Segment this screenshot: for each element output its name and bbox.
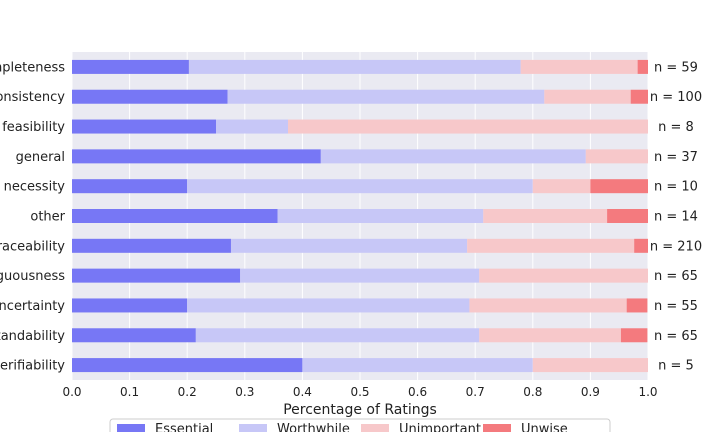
bar-segment-essential [72,268,241,283]
category-label: uncertainty [0,299,65,314]
bar-segment-essential [72,149,321,164]
bar-segment-worthwhile [188,59,521,74]
bar-segment-unimportant [544,89,631,104]
category-labels: completeness consistency feasibility genera… [0,60,66,373]
count-label: n = 5 [658,359,694,374]
legend-label: Unimportant [399,422,481,432]
bar-segment-essential [72,238,231,253]
x-tick-label: 0.9 [581,385,600,399]
bar-segment-essential [72,358,303,373]
count-label: n = 37 [654,150,698,165]
x-tick-label: 0.3 [235,385,254,399]
category-label: verifiability [0,359,65,374]
count-label: n = 59 [654,60,698,75]
bar-segment-worthwhile [187,179,533,194]
bar-segment-worthwhile [227,89,545,104]
bar-segment-unwise [626,298,648,313]
x-tick-label: 0.4 [293,385,312,399]
bar-segment-essential [72,59,189,74]
category-label: consistency [0,90,65,105]
bar-segment-unimportant [532,358,648,373]
category-label: other [30,210,65,225]
bar-segment-worthwhile [302,358,533,373]
bar-segment-unwise [620,328,648,343]
legend-swatch-unwise [483,424,511,432]
category-label: ambiguousness [0,269,65,284]
bar-segment-unwise [590,179,648,194]
count-label: n = 100 [650,90,702,105]
x-tick-label: 0.7 [466,385,485,399]
x-axis-label: Percentage of Ratings [283,402,437,418]
bar-segment-unimportant [479,268,648,283]
x-tick-label: 0.2 [178,385,197,399]
category-label: general [16,150,65,165]
bar-segment-unimportant [520,59,638,74]
bar-segment-worthwhile [240,268,480,283]
bar-segment-unwise [634,238,648,253]
bar-segment-unwise [630,89,648,104]
bar-segment-unimportant [469,298,627,313]
count-label: n = 55 [654,299,698,314]
bar-segment-worthwhile [216,119,288,134]
bars [72,59,648,373]
x-tick-label: 0.5 [350,385,369,399]
bar-segment-worthwhile [187,298,470,313]
bar-segment-worthwhile [277,209,484,223]
bar-segment-essential [72,119,216,134]
bar-segment-essential [72,179,188,194]
bar-segment-unimportant [479,328,621,343]
legend-label: Unwise [521,422,568,432]
category-label: necessity [4,180,66,195]
count-label: n = 10 [654,180,698,195]
bar-segment-unimportant [585,149,648,164]
bar-segment-unimportant [467,238,635,253]
bar-segment-essential [72,89,228,104]
legend-label: Worthwhile [277,422,350,432]
x-tick-label: 0.8 [523,385,542,399]
bar-segment-unimportant [532,179,591,194]
x-tick-label: 0.1 [120,385,139,399]
bar-segment-essential [72,298,188,313]
bar-segment-worthwhile [320,149,586,164]
count-label: n = 210 [650,239,702,254]
legend-swatch-essential [117,424,145,432]
bar-segment-unwise [607,209,648,223]
bar-segment-unimportant [288,119,648,134]
bar-segment-essential [72,328,196,343]
count-label: n = 8 [658,120,694,135]
count-label: n = 65 [654,329,698,344]
bar-segment-essential [72,209,278,223]
x-tick-label: 0.0 [62,385,81,399]
count-label: n = 14 [654,210,698,225]
count-label: n = 65 [654,269,698,284]
x-tick-label: 1.0 [638,385,657,399]
x-tick-labels: 0.0 0.1 0.2 0.3 0.4 0.5 0.6 0.7 0.8 0.9 1.0 [62,385,657,399]
legend-label: Essential [155,422,213,432]
category-label: completeness [0,60,65,75]
legend-swatch-worthwhile [239,424,267,432]
category-label: understandability [0,329,65,344]
bar-segment-worthwhile [230,238,468,253]
count-labels: n = 59 n = 100 n = 8 n = 37 n = 10 n = 14 n = … [650,60,702,373]
category-label: feasibility [2,120,65,135]
bar-segment-worthwhile [195,328,480,343]
legend: Essential Worthwhile Unimportant Unwise [109,418,611,432]
x-tick-label: 0.6 [408,385,427,399]
category-label: traceability [0,239,65,254]
legend-swatch-unimportant [361,424,389,432]
bar-segment-unimportant [483,209,608,223]
bar-segment-unwise [637,59,648,74]
